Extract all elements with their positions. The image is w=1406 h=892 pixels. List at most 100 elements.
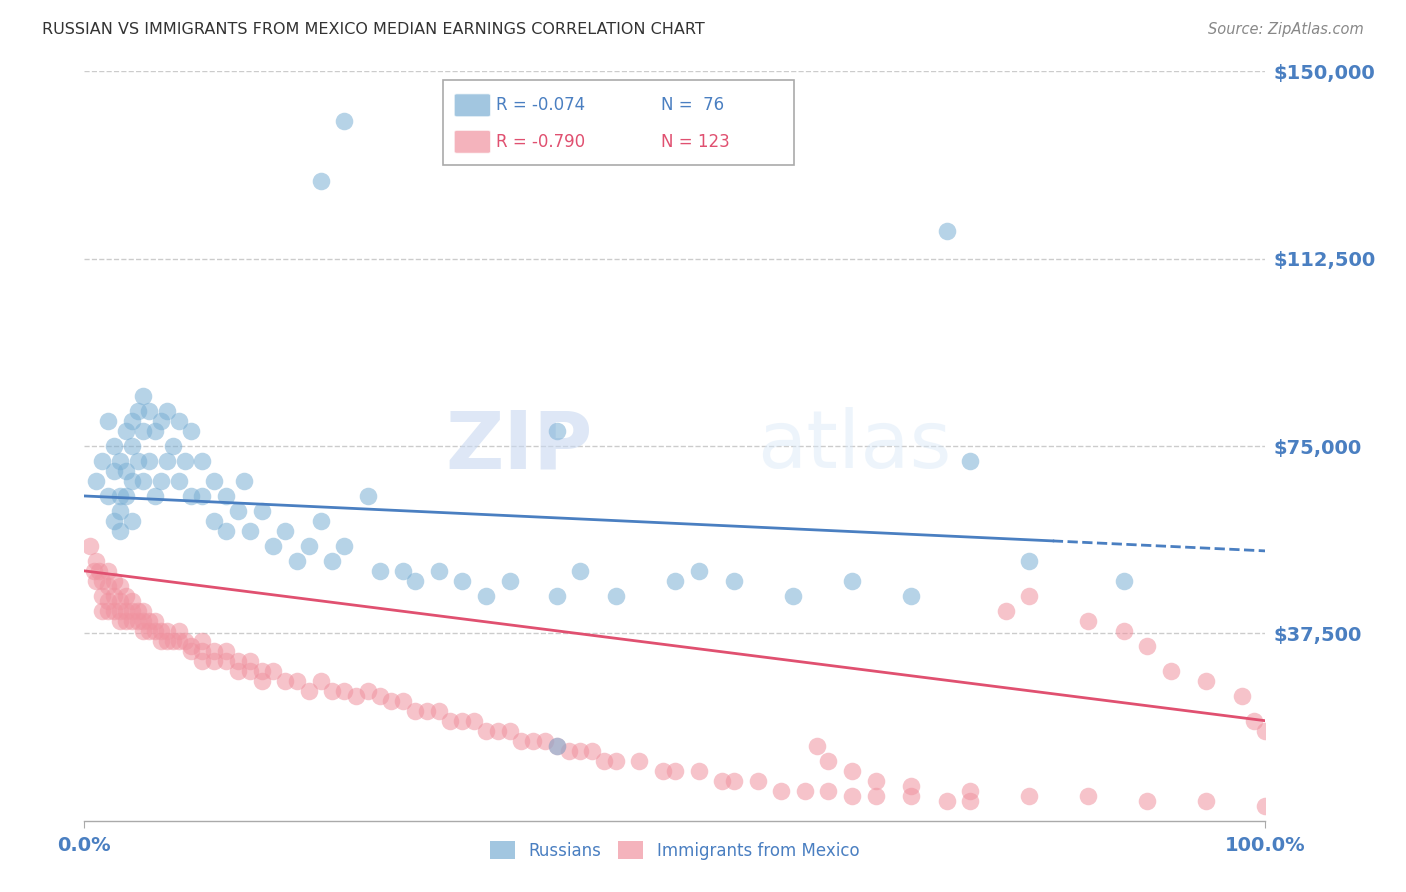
Legend: Russians, Immigrants from Mexico: Russians, Immigrants from Mexico [484,835,866,866]
Point [1077,789,1099,803]
Point [723,773,745,788]
Point [108,454,131,468]
Point [132,424,155,438]
Point [97,579,120,593]
Point [510,733,533,747]
Point [132,474,155,488]
Point [368,689,391,703]
Point [167,474,190,488]
Point [114,614,136,628]
Point [1254,798,1277,813]
Point [392,694,415,708]
Point [416,704,439,718]
Point [274,524,297,538]
Point [321,683,343,698]
Point [557,744,579,758]
Point [173,454,195,468]
Point [103,574,125,588]
Point [180,644,202,658]
Point [150,414,173,428]
Point [91,604,114,618]
Text: R = -0.074: R = -0.074 [496,96,585,114]
Point [232,474,254,488]
Point [1077,614,1099,628]
Point [97,594,120,608]
Point [162,439,184,453]
Text: RUSSIAN VS IMMIGRANTS FROM MEXICO MEDIAN EARNINGS CORRELATION CHART: RUSSIAN VS IMMIGRANTS FROM MEXICO MEDIAN… [42,22,704,37]
Point [569,564,592,578]
Point [427,704,450,718]
Point [664,764,686,778]
Point [84,474,107,488]
Point [167,624,190,638]
Point [404,574,426,588]
Point [900,789,922,803]
Text: atlas: atlas [758,407,952,485]
Point [817,783,839,797]
Point [143,489,166,503]
Point [127,404,149,418]
Point [180,639,202,653]
Point [959,454,981,468]
Point [817,754,839,768]
Point [782,589,804,603]
Point [114,604,136,618]
Point [935,224,957,238]
Point [1018,554,1040,568]
Point [173,633,195,648]
Point [103,604,125,618]
Point [793,783,815,797]
Point [97,414,120,428]
Point [108,504,131,518]
Point [121,614,143,628]
Point [498,723,520,738]
Point [143,614,166,628]
Point [1112,574,1135,588]
Point [138,454,160,468]
Point [404,704,426,718]
Point [723,574,745,588]
Point [605,589,627,603]
Point [747,773,769,788]
Point [83,564,105,578]
Point [103,439,125,453]
Point [959,783,981,797]
Point [475,723,498,738]
Point [841,574,863,588]
Point [103,589,125,603]
Point [546,739,568,753]
Point [150,633,173,648]
Point [103,464,125,478]
Point [806,739,828,753]
Point [162,633,184,648]
Point [202,474,225,488]
Point [380,694,402,708]
Point [451,574,474,588]
Text: N = 123: N = 123 [661,133,730,151]
Point [121,604,143,618]
Point [309,174,332,188]
Point [114,489,136,503]
Point [664,574,686,588]
Point [959,794,981,808]
Point [79,539,101,553]
Point [127,604,149,618]
Point [274,673,297,688]
Point [91,574,114,588]
Point [250,664,273,678]
Point [114,424,136,438]
Text: ZIP: ZIP [444,407,592,485]
Point [150,474,173,488]
Point [463,714,485,728]
Point [97,604,120,618]
Point [108,489,131,503]
Point [688,764,710,778]
Point [593,754,616,768]
Point [138,404,160,418]
Point [143,424,166,438]
Point [138,614,160,628]
Point [121,414,143,428]
Point [97,489,120,503]
Point [309,514,332,528]
Point [121,474,143,488]
